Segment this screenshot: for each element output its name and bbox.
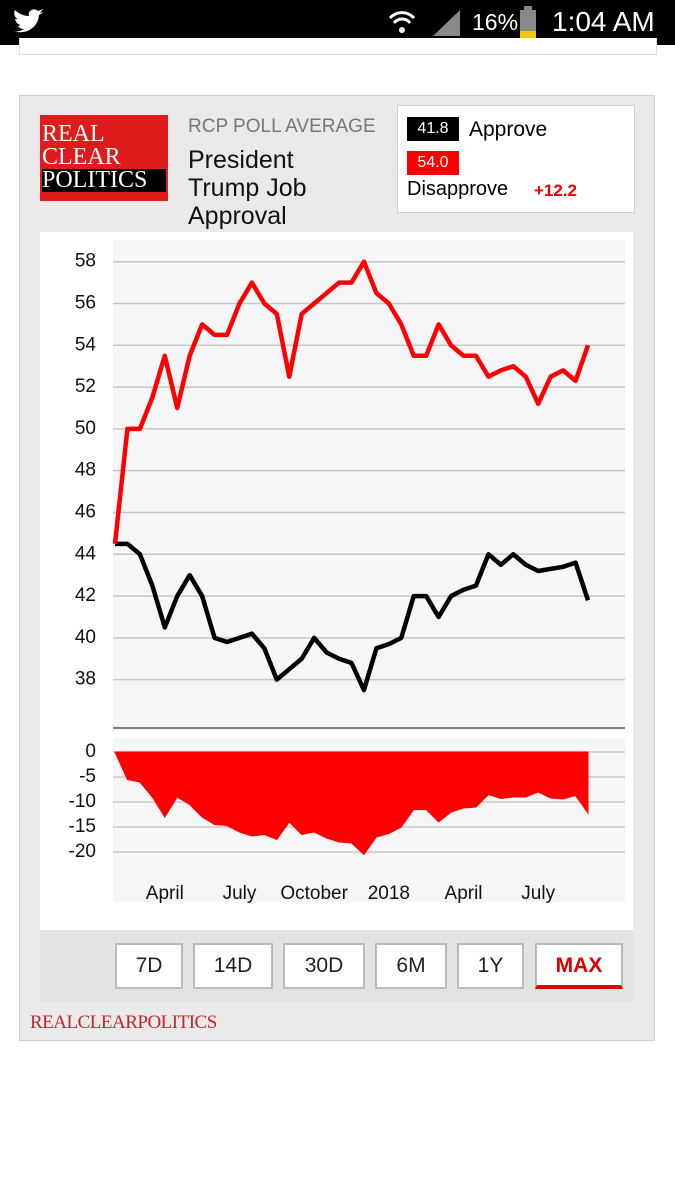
y2-tick-label: -5 [79,766,96,787]
approve-label: Approve [469,118,548,141]
clock: 1:04 AM [552,6,655,37]
plot-background [113,240,625,730]
spread-value: +12.2 [534,181,578,200]
y2-tick-label: 0 [85,741,96,762]
x-tick-label: 2018 [368,883,410,904]
y-tick-label: 40 [75,627,96,648]
range-button[interactable]: 30D [283,943,365,989]
x-tick-label: April [146,883,184,904]
y2-tick-label: -15 [69,816,96,837]
spread-area [114,751,589,856]
y2-tick-label: -20 [69,841,96,862]
summary-box: 41.8 Approve 54.0 Disapprove +12.2 [397,105,635,213]
y-tick-label: 38 [75,669,96,690]
range-button[interactable]: MAX [535,943,623,989]
range-button[interactable]: 7D [115,943,183,989]
y-tick-label: 46 [75,501,96,522]
y-tick-label: 50 [75,418,96,439]
range-bar: 7D 14D 30D 6M 1Y MAX [40,930,633,1002]
kicker: RCP POLL AVERAGE [188,116,376,137]
twitter-icon [14,9,44,33]
title: President Trump Job Approval [188,146,307,230]
y-tick-label: 56 [75,293,96,314]
y-tick-label: 48 [75,460,96,481]
logo-line: REAL [42,121,105,147]
previous-card [19,38,657,55]
range-button[interactable]: 14D [193,943,273,989]
series-line [115,541,591,693]
y-tick-label: 42 [75,585,96,606]
range-button[interactable]: 6M [375,943,447,989]
series-line [112,259,591,545]
y-tick-label: 52 [75,376,96,397]
footer-logo: REALCLEARPOLITICS [30,1012,217,1033]
y-tick-label: 58 [75,251,96,272]
status-bar: 16% 1:04 AM [0,0,675,45]
approve-value: 41.8 [407,117,459,141]
chart: 38 40 42 44 46 48 50 52 54 56 58 0 -5 -10 -15 -20 April J… [40,232,633,930]
logo-line: POLITICS [42,168,166,192]
disapprove-value: 54.0 [407,151,459,175]
range-button[interactable]: 1Y [457,943,524,989]
y2-tick-label: -10 [69,791,96,812]
y-tick-label: 54 [75,334,97,355]
y-tick-label: 44 [75,543,97,564]
x-tick-label: April [445,883,483,904]
logo: REAL CLEAR POLITICS [40,115,168,201]
x-tick-label: July [521,883,555,904]
x-tick-label: October [280,883,348,904]
disapprove-label: Disapprove [407,178,509,200]
signal-icons [388,10,460,36]
logo-line: CLEAR [42,144,121,170]
battery-icon [520,6,536,38]
battery-percent: 16% [472,9,519,35]
x-tick-label: July [223,883,257,904]
